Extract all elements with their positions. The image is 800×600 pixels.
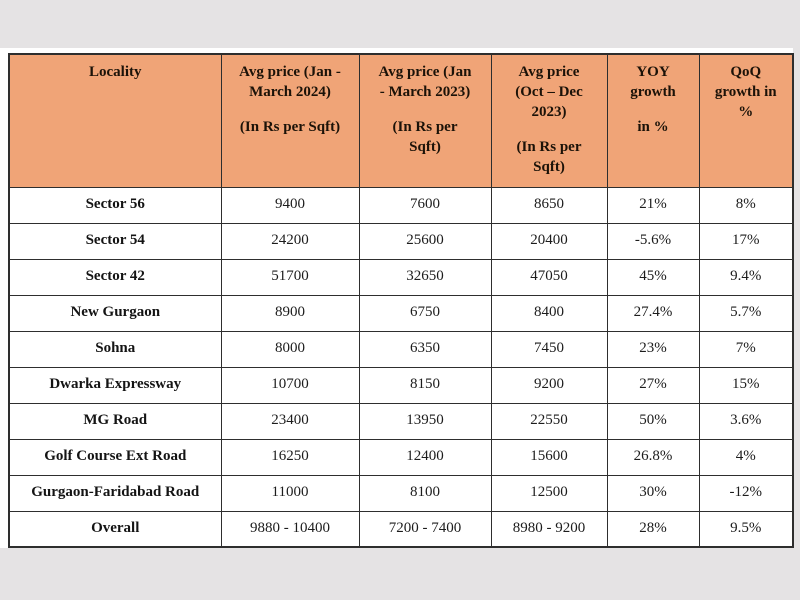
header-label: Avg price (Jan - March 2024) [239, 64, 341, 100]
price-oct-dec-cell: 8400 [490, 294, 608, 332]
header-subtext: (In Rs per Sqft) [392, 119, 458, 155]
table-row: Sohna 8000 6350 7450 23% 7% [8, 330, 794, 368]
price-2024-cell: 9880 - 10400 [220, 510, 360, 548]
table-row: Golf Course Ext Road 16250 12400 15600 2… [8, 438, 794, 476]
price-oct-dec-cell: 15600 [490, 438, 608, 476]
header-label: Avg price (Oct – Dec 2023) [515, 64, 583, 120]
locality-cell: Overall [8, 510, 222, 548]
qoq-cell: 9.4% [698, 258, 794, 296]
locality-cell: Sector 42 [8, 258, 222, 296]
col-header-yoy-growth: YOY growth in % [606, 53, 700, 188]
locality-cell: Sector 56 [8, 186, 222, 224]
qoq-cell: 17% [698, 222, 794, 260]
locality-cell: Golf Course Ext Road [8, 438, 222, 476]
content-card: Locality Avg price (Jan - March 2024) (I… [0, 48, 794, 548]
price-2024-cell: 23400 [220, 402, 360, 440]
qoq-cell: 15% [698, 366, 794, 404]
price-2024-cell: 9400 [220, 186, 360, 224]
yoy-cell: 27% [606, 366, 700, 404]
yoy-cell: 28% [606, 510, 700, 548]
price-2024-cell: 8000 [220, 330, 360, 368]
price-oct-dec-cell: 47050 [490, 258, 608, 296]
yoy-cell: 27.4% [606, 294, 700, 332]
price-2023-cell: 8100 [358, 474, 492, 512]
price-2023-cell: 12400 [358, 438, 492, 476]
qoq-cell: 8% [698, 186, 794, 224]
header-label: Locality [89, 64, 142, 80]
col-header-avg-price-2023: Avg price (Jan - March 2023) (In Rs per … [358, 53, 492, 188]
yoy-cell: 45% [606, 258, 700, 296]
qoq-cell: 9.5% [698, 510, 794, 548]
price-2023-cell: 7200 - 7400 [358, 510, 492, 548]
price-2023-cell: 8150 [358, 366, 492, 404]
locality-cell: New Gurgaon [8, 294, 222, 332]
price-2023-cell: 7600 [358, 186, 492, 224]
price-2023-cell: 13950 [358, 402, 492, 440]
price-oct-dec-cell: 22550 [490, 402, 608, 440]
yoy-cell: -5.6% [606, 222, 700, 260]
locality-price-table: Locality Avg price (Jan - March 2024) (I… [8, 53, 794, 548]
price-2024-cell: 16250 [220, 438, 360, 476]
price-2024-cell: 51700 [220, 258, 360, 296]
price-oct-dec-cell: 9200 [490, 366, 608, 404]
header-row: Locality Avg price (Jan - March 2024) (I… [8, 53, 794, 188]
price-2024-cell: 11000 [220, 474, 360, 512]
col-header-qoq-growth: QoQ growth in % [698, 53, 794, 188]
header-label: QoQ growth in % [714, 64, 777, 120]
yoy-cell: 21% [606, 186, 700, 224]
col-header-avg-price-2024: Avg price (Jan - March 2024) (In Rs per … [220, 53, 360, 188]
qoq-cell: 5.7% [698, 294, 794, 332]
price-2023-cell: 32650 [358, 258, 492, 296]
table-row: Sector 42 51700 32650 47050 45% 9.4% [8, 258, 794, 296]
qoq-cell: 3.6% [698, 402, 794, 440]
table-row: Gurgaon-Faridabad Road 11000 8100 12500 … [8, 474, 794, 512]
table-row: Sector 56 9400 7600 8650 21% 8% [8, 186, 794, 224]
header-label: Avg price (Jan - March 2023) [378, 64, 472, 100]
header-subtext: in % [637, 119, 669, 135]
yoy-cell: 23% [606, 330, 700, 368]
qoq-cell: 4% [698, 438, 794, 476]
price-oct-dec-cell: 8650 [490, 186, 608, 224]
table-row: Sector 54 24200 25600 20400 -5.6% 17% [8, 222, 794, 260]
qoq-cell: 7% [698, 330, 794, 368]
yoy-cell: 50% [606, 402, 700, 440]
header-subtext: (In Rs per Sqft) [516, 139, 582, 175]
price-oct-dec-cell: 20400 [490, 222, 608, 260]
col-header-avg-price-oct-dec: Avg price (Oct – Dec 2023) (In Rs per Sq… [490, 53, 608, 188]
locality-cell: Sohna [8, 330, 222, 368]
table-row: Overall 9880 - 10400 7200 - 7400 8980 - … [8, 510, 794, 548]
price-oct-dec-cell: 7450 [490, 330, 608, 368]
price-2024-cell: 8900 [220, 294, 360, 332]
price-2023-cell: 25600 [358, 222, 492, 260]
table-row: New Gurgaon 8900 6750 8400 27.4% 5.7% [8, 294, 794, 332]
price-2023-cell: 6350 [358, 330, 492, 368]
locality-cell: Dwarka Expressway [8, 366, 222, 404]
yoy-cell: 26.8% [606, 438, 700, 476]
price-oct-dec-cell: 8980 - 9200 [490, 510, 608, 548]
price-2023-cell: 6750 [358, 294, 492, 332]
header-label: YOY growth [630, 64, 676, 100]
col-header-locality: Locality [8, 53, 222, 188]
qoq-cell: -12% [698, 474, 794, 512]
locality-cell: Gurgaon-Faridabad Road [8, 474, 222, 512]
header-subtext: (In Rs per Sqft) [239, 119, 341, 135]
price-2024-cell: 10700 [220, 366, 360, 404]
price-oct-dec-cell: 12500 [490, 474, 608, 512]
price-2024-cell: 24200 [220, 222, 360, 260]
locality-cell: Sector 54 [8, 222, 222, 260]
locality-cell: MG Road [8, 402, 222, 440]
yoy-cell: 30% [606, 474, 700, 512]
table-row: MG Road 23400 13950 22550 50% 3.6% [8, 402, 794, 440]
table-row: Dwarka Expressway 10700 8150 9200 27% 15… [8, 366, 794, 404]
